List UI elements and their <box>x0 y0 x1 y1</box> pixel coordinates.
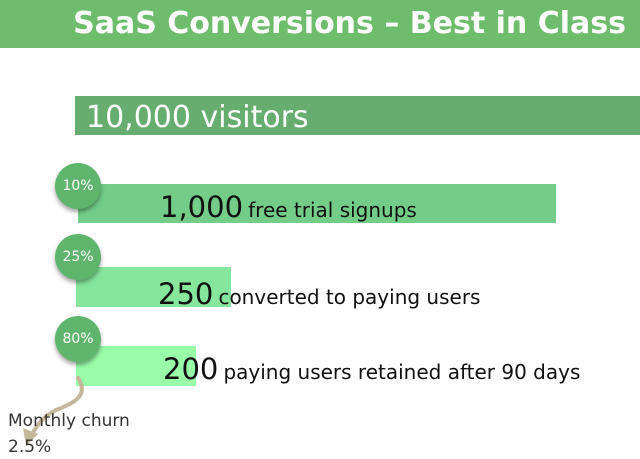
rate-badge-converted: 25% <box>55 234 101 280</box>
chart-title: SaaS Conversions – Best in Class <box>73 6 626 41</box>
bar-visitors <box>75 96 640 135</box>
retained-value: 200 <box>163 352 219 386</box>
rate-badge-retained: 80% <box>55 316 101 362</box>
converted-text: converted to paying users <box>218 285 481 309</box>
trial-value: 1,000 <box>160 190 244 224</box>
churn-label: Monthly churn <box>8 411 130 431</box>
bar-converted-to-paying <box>76 267 231 307</box>
rate-badge-trial: 10% <box>55 163 101 209</box>
retained-text: paying users retained after 90 days <box>223 360 581 384</box>
trial-label: 1,000 free trial signups <box>160 193 417 222</box>
converted-value: 250 <box>158 277 214 311</box>
bar-free-trial-signups <box>78 184 556 223</box>
retained-label: 200 paying users retained after 90 days <box>163 355 580 384</box>
visitors-text: visitors <box>200 100 309 135</box>
visitors-label: 10,000 visitors <box>86 100 309 136</box>
trial-text: free trial signups <box>248 198 417 222</box>
visitors-value: 10,000 <box>86 100 191 135</box>
converted-label: 250 converted to paying users <box>158 280 480 309</box>
title-banner: SaaS Conversions – Best in Class <box>0 0 640 48</box>
churn-value: 2.5% <box>8 437 52 457</box>
